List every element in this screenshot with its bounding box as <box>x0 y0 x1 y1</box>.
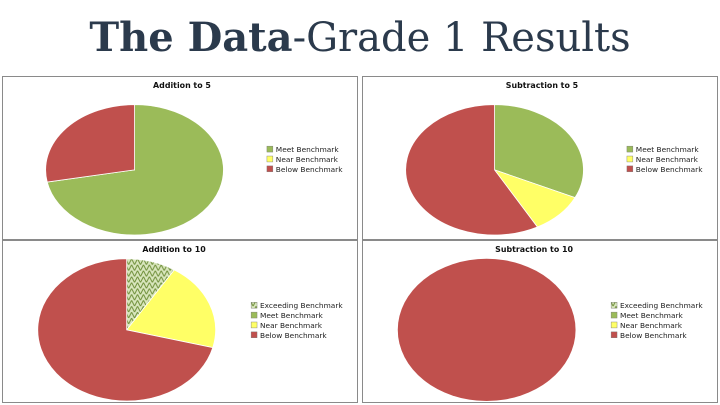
legend-label-below-benchmark: Below Benchmark <box>276 165 343 174</box>
legend-label-near-benchmark: Near Benchmark <box>620 321 683 330</box>
legend-label-near-benchmark: Near Benchmark <box>636 155 699 164</box>
legend-swatch-near-benchmark <box>626 155 634 163</box>
legend-swatch-below-benchmark <box>626 165 634 173</box>
chart-subtraction-to-5: Subtraction to 5 Meet Benchmark Near Bench… <box>362 76 718 240</box>
chart-title: Addition to 5 <box>153 81 211 90</box>
legend-swatch-meet-benchmark <box>610 311 618 319</box>
legend-label-exceeding-benchmark: Exceeding Benchmark <box>620 301 703 310</box>
chart-subtraction-to-10: Subtraction to 10 Exceeding Benchmark Meet… <box>362 240 718 403</box>
legend-swatch-exceeding-benchmark <box>250 302 258 309</box>
chart-title: Subtraction to 10 <box>495 245 573 254</box>
chart-grid: Addition to 5 Meet Benchmark Near Benchmar… <box>0 74 720 405</box>
legend-label-below-benchmark: Below Benchmark <box>620 331 687 340</box>
pie-slice-meet-benchmark <box>494 104 584 199</box>
legend-label-near-benchmark: Near Benchmark <box>260 321 323 330</box>
pie-slice-below-benchmark <box>397 258 576 402</box>
legend-swatch-below-benchmark <box>266 165 274 173</box>
pie-slice-below-benchmark <box>37 258 214 402</box>
chart-addition-to-10: Addition to 10 Exceeding Benchmark Meet Be… <box>2 240 358 403</box>
legend-swatch-meet-benchmark <box>250 311 258 319</box>
legend-swatch-near-benchmark <box>250 321 258 329</box>
legend-label-meet-benchmark: Meet Benchmark <box>636 145 700 154</box>
legend-label-near-benchmark: Near Benchmark <box>276 155 339 164</box>
pie-slice-below-benchmark <box>405 104 539 236</box>
legend-swatch-exceeding-benchmark <box>610 302 618 309</box>
legend-label-below-benchmark: Below Benchmark <box>636 165 703 174</box>
pie-slice-near-benchmark <box>125 269 216 349</box>
legend-label-meet-benchmark: Meet Benchmark <box>260 311 324 320</box>
legend-swatch-near-benchmark <box>610 321 618 329</box>
legend-label-meet-benchmark: Meet Benchmark <box>620 311 684 320</box>
legend-swatch-below-benchmark <box>250 331 258 338</box>
legend-label-meet-benchmark: Meet Benchmark <box>276 145 340 154</box>
legend-swatch-meet-benchmark <box>266 145 274 153</box>
legend-swatch-near-benchmark <box>266 155 274 163</box>
legend-swatch-below-benchmark <box>610 331 618 338</box>
pie-slice-below-benchmark <box>45 104 135 183</box>
chart-title: Addition to 10 <box>142 245 206 254</box>
legend-label-below-benchmark: Below Benchmark <box>260 331 327 340</box>
chart-addition-to-5: Addition to 5 Meet Benchmark Near Benchmar… <box>2 76 358 240</box>
slide-title: The Data-Grade 1 Results <box>0 14 720 62</box>
title-rest-part: -Grade 1 Results <box>292 15 631 61</box>
legend-label-exceeding-benchmark: Exceeding Benchmark <box>260 301 343 310</box>
title-bold-part: The Data <box>89 14 293 61</box>
legend-swatch-meet-benchmark <box>626 145 634 153</box>
chart-title: Subtraction to 5 <box>506 81 578 90</box>
pie-slice-meet-benchmark <box>46 104 224 236</box>
pie-svg: Subtraction to 10 Exceeding BenchmarkMeet… <box>397 245 703 402</box>
